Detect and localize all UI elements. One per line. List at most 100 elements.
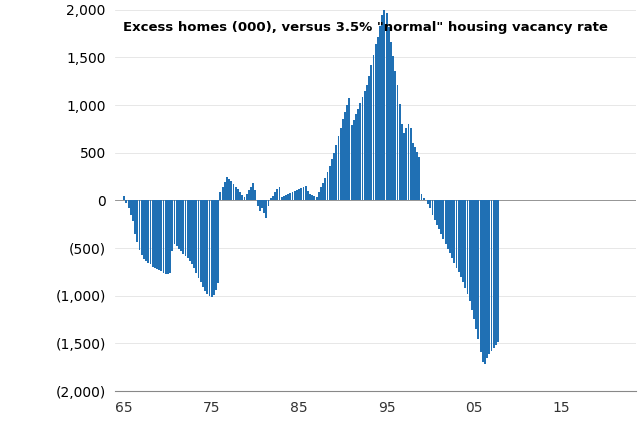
Bar (147, 200, 149, 263)
Bar (125, 200, 127, 203)
Bar (248, 191, 250, 200)
Bar (266, 200, 268, 218)
Bar (364, 91, 365, 200)
Bar (320, 187, 322, 200)
Bar (250, 187, 252, 200)
Bar (388, 27, 390, 200)
Bar (165, 200, 166, 274)
Bar (180, 200, 182, 251)
Bar (139, 200, 140, 250)
Bar (438, 200, 440, 229)
Bar (127, 200, 129, 208)
Bar (145, 200, 147, 262)
Bar (366, 85, 368, 200)
Bar (285, 194, 287, 200)
Bar (414, 147, 416, 200)
Bar (213, 200, 215, 295)
Bar (191, 200, 193, 264)
Bar (172, 200, 173, 251)
Bar (189, 200, 191, 261)
Bar (467, 200, 468, 294)
Bar (460, 200, 462, 277)
Bar (399, 104, 401, 200)
Bar (274, 192, 276, 200)
Bar (272, 196, 274, 200)
Bar (167, 200, 169, 274)
Bar (434, 200, 436, 220)
Bar (305, 186, 307, 200)
Bar (412, 143, 413, 200)
Bar (130, 200, 132, 215)
Bar (230, 181, 232, 200)
Bar (195, 200, 197, 273)
Bar (228, 179, 230, 200)
Bar (307, 191, 308, 200)
Bar (497, 200, 499, 342)
Bar (239, 192, 241, 200)
Bar (381, 15, 383, 200)
Bar (394, 71, 396, 200)
Bar (484, 200, 486, 364)
Bar (392, 56, 394, 200)
Bar (206, 200, 208, 294)
Bar (324, 178, 326, 200)
Bar (294, 191, 296, 200)
Bar (257, 200, 259, 206)
Bar (383, 9, 385, 200)
Bar (456, 200, 458, 268)
Bar (405, 128, 407, 200)
Bar (451, 200, 453, 258)
Bar (488, 200, 490, 354)
Bar (440, 200, 442, 234)
Bar (379, 26, 381, 200)
Bar (445, 200, 447, 244)
Bar (372, 55, 374, 200)
Bar (270, 198, 271, 200)
Bar (314, 196, 316, 200)
Bar (462, 200, 464, 282)
Bar (477, 200, 479, 339)
Bar (342, 120, 344, 200)
Bar (281, 197, 283, 200)
Bar (182, 200, 184, 254)
Bar (244, 197, 245, 200)
Bar (476, 200, 477, 329)
Bar (255, 191, 257, 200)
Bar (124, 196, 125, 200)
Bar (292, 192, 294, 200)
Bar (482, 200, 484, 363)
Bar (202, 200, 204, 287)
Bar (357, 109, 359, 200)
Bar (323, 183, 324, 200)
Bar (491, 200, 492, 351)
Bar (169, 200, 171, 273)
Bar (355, 114, 357, 200)
Bar (193, 200, 195, 268)
Bar (215, 200, 217, 291)
Bar (318, 192, 320, 200)
Bar (303, 187, 305, 200)
Bar (333, 153, 335, 200)
Bar (134, 200, 136, 234)
Bar (158, 200, 160, 270)
Bar (287, 194, 289, 200)
Bar (465, 200, 466, 288)
Bar (447, 200, 449, 249)
Bar (340, 128, 342, 200)
Bar (278, 187, 280, 200)
Bar (442, 200, 444, 239)
Bar (331, 159, 333, 200)
Bar (351, 125, 353, 200)
Bar (259, 200, 260, 211)
Bar (173, 200, 175, 244)
Bar (326, 172, 328, 200)
Bar (386, 14, 387, 200)
Bar (362, 97, 364, 200)
Text: Excess homes (000), versus 3.5% "normal" housing vacancy rate: Excess homes (000), versus 3.5% "normal"… (124, 21, 608, 34)
Bar (224, 182, 226, 200)
Bar (309, 194, 311, 200)
Bar (495, 200, 497, 345)
Bar (211, 200, 212, 297)
Bar (337, 136, 339, 200)
Bar (136, 200, 138, 242)
